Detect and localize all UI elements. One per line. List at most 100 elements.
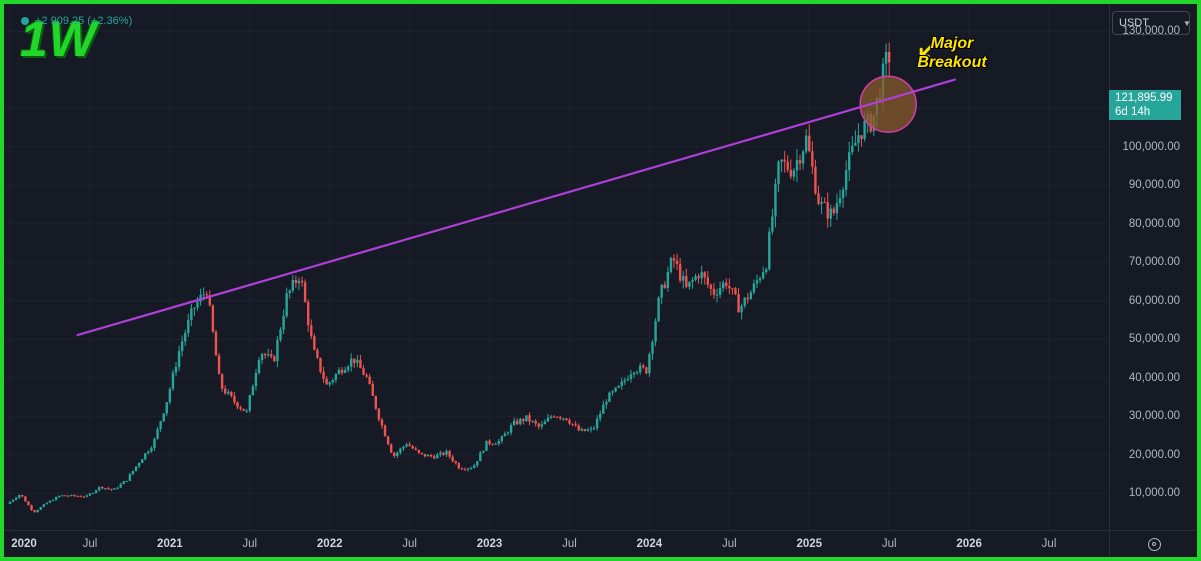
candlestick-chart[interactable] (4, 4, 1109, 530)
candle-up (61, 495, 64, 497)
candle-up (617, 385, 620, 388)
time-tick-label: 2024 (636, 538, 663, 550)
candle-up (85, 495, 89, 497)
candle-up (168, 388, 172, 403)
candle-down (208, 295, 212, 306)
candle-up (540, 424, 544, 427)
candle-down (322, 371, 325, 379)
price-change-text: +2 909.25 (+2.36%) (35, 15, 133, 27)
candle-down (270, 354, 273, 357)
candle-down (101, 486, 104, 489)
candle-down (448, 451, 451, 457)
candle-up (494, 443, 497, 445)
price-axis[interactable]: 10,000.00 20,000.00 30,000.00 40,000.00 50,0… (1109, 4, 1197, 530)
candle-down (273, 356, 276, 362)
candle-up (721, 282, 725, 289)
candle-down (583, 429, 587, 431)
candle-down (552, 416, 556, 418)
candle-up (177, 351, 181, 368)
candle-up (346, 366, 350, 371)
settings-icon (1147, 538, 1161, 551)
candle-up (743, 297, 746, 306)
candle-up (589, 428, 593, 430)
axis-settings-button[interactable] (1109, 530, 1197, 557)
time-tick-label: 2026 (956, 538, 982, 550)
candle-down (64, 495, 67, 497)
candle-up (669, 258, 673, 273)
time-tick-label: Jul (1041, 538, 1057, 550)
candle-up (755, 280, 759, 284)
candle-up (137, 462, 141, 467)
time-tick-label: Jul (402, 538, 417, 550)
candle-up (761, 271, 765, 279)
currency-select-value: USDT (1119, 17, 1149, 29)
candle-down (368, 376, 371, 384)
candle-down (522, 418, 525, 422)
candle-up (97, 486, 101, 491)
candle-up (884, 51, 888, 64)
candle-up (506, 432, 510, 434)
candle-down (887, 51, 891, 63)
candle-up (150, 448, 153, 452)
candle-up (57, 495, 61, 498)
candle-up (187, 319, 190, 334)
candle-up (688, 281, 691, 287)
candle-down (457, 463, 461, 469)
candle-down (712, 288, 716, 295)
bar-countdown: 6d 14h (1115, 106, 1151, 118)
time-tick-label: Jul (82, 538, 98, 550)
candle-down (380, 419, 384, 426)
candle-down (233, 396, 236, 403)
time-tick-label: 2025 (796, 538, 823, 550)
candle-up (439, 452, 442, 455)
plot-area[interactable] (4, 4, 1109, 530)
timeframe-label: 1W (20, 11, 97, 67)
candle-up (854, 142, 857, 146)
candle-up (260, 354, 264, 361)
annotation-line-1: Major (930, 35, 974, 52)
legend-row: +2 909.25 (+2.36%) (21, 15, 132, 27)
candle-down (672, 258, 676, 261)
candle-down (24, 496, 27, 502)
candle-up (184, 333, 187, 342)
candle-up (128, 474, 132, 481)
candle-up (248, 395, 251, 411)
candle-down (362, 368, 365, 375)
candle-up (682, 276, 685, 281)
candle-up (436, 454, 439, 459)
candle-up (36, 509, 39, 513)
price-tick-label: 80,000.00 (1128, 217, 1180, 230)
candle-up (245, 410, 248, 412)
candle-up (466, 468, 470, 470)
candle-up (445, 451, 448, 455)
candle-down (353, 358, 356, 364)
candle-down (832, 208, 836, 214)
candle-up (562, 418, 565, 420)
candle-up (479, 452, 482, 462)
currency-select[interactable]: USDT ▼ (1112, 11, 1191, 35)
candle-up (343, 370, 347, 373)
status-dot-icon (21, 17, 29, 25)
candle-down (571, 423, 574, 425)
candle-down (577, 425, 580, 431)
candle-up (820, 202, 823, 204)
candle-up (485, 440, 488, 451)
candle-down (319, 357, 322, 372)
candle-down (731, 288, 734, 290)
candle-down (516, 420, 519, 425)
time-axis[interactable]: 2020 Jul 2021 Jul 2022 Jul 2023 Jul 2024 Jul 2025 J… (4, 530, 1109, 557)
candle-up (715, 294, 719, 296)
candle-down (33, 510, 36, 513)
candle-up (399, 448, 402, 453)
candle-down (76, 495, 79, 497)
candle-up (159, 421, 162, 429)
breakout-annotation: Major Breakout (900, 34, 1004, 72)
candle-down (389, 444, 393, 453)
candle-up (774, 183, 777, 217)
candle-down (703, 272, 706, 278)
candle-up (180, 341, 184, 352)
candle-up (595, 418, 599, 429)
candle-down (107, 488, 110, 490)
candle-down (205, 294, 208, 296)
candle-up (251, 386, 255, 396)
